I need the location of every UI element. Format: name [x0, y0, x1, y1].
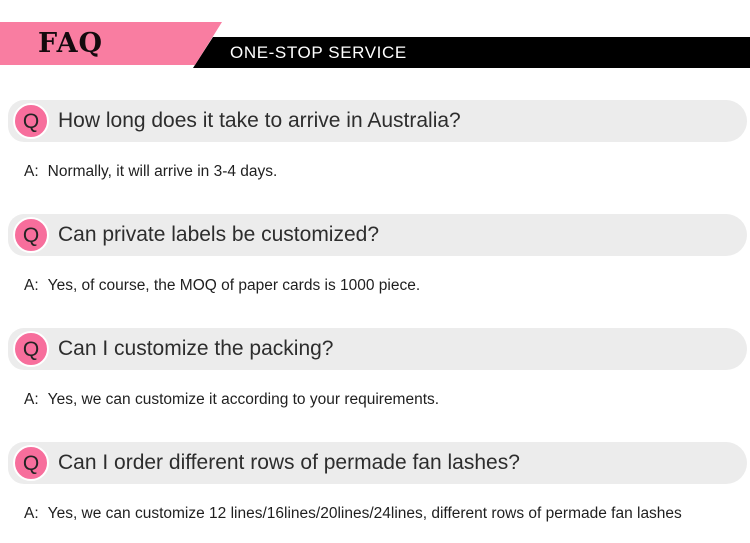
answer-text: Yes, we can customize it according to yo…: [47, 391, 440, 408]
question-badge: Q: [13, 445, 49, 481]
question-bar: Q How long does it take to arrive in Aus…: [8, 100, 747, 142]
question-text: Can I order different rows of permade fa…: [58, 451, 520, 474]
answer-row: A: Yes, we can customize 12 lines/16lines…: [24, 504, 750, 523]
page-header: FAQ ONE-STOP SERVICE: [0, 0, 750, 68]
answer-text: Yes, we can customize 12 lines/16lines/2…: [47, 505, 682, 522]
answer-row: A: Yes, we can customize it according to …: [24, 390, 750, 409]
faq-item-4: Q Can I order different rows of permade …: [0, 442, 750, 523]
service-banner: ONE-STOP SERVICE: [193, 37, 750, 68]
question-bar: Q Can I customize the packing?: [8, 328, 747, 370]
answer-prefix: A:: [24, 505, 39, 522]
faq-ribbon: FAQ: [0, 22, 222, 65]
answer-text: Normally, it will arrive in 3-4 days.: [47, 163, 278, 180]
answer-prefix: A:: [24, 277, 39, 294]
question-text: Can private labels be customized?: [58, 223, 380, 246]
faq-item-2: Q Can private labels be customized? A: Ye…: [0, 214, 750, 295]
faq-item-1: Q How long does it take to arrive in Aus…: [0, 100, 750, 181]
faq-list: Q How long does it take to arrive in Aus…: [0, 100, 750, 523]
question-bar: Q Can I order different rows of permade …: [8, 442, 747, 484]
question-badge: Q: [13, 331, 49, 367]
answer-row: A: Normally, it will arrive in 3-4 days.: [24, 162, 750, 181]
question-badge: Q: [13, 103, 49, 139]
faq-title: FAQ: [38, 28, 104, 59]
answer-row: A: Yes, of course, the MOQ of paper cards…: [24, 276, 750, 295]
question-text: Can I customize the packing?: [58, 337, 334, 360]
faq-item-3: Q Can I customize the packing? A: Yes, we…: [0, 328, 750, 409]
question-bar: Q Can private labels be customized?: [8, 214, 747, 256]
question-badge: Q: [13, 217, 49, 253]
answer-text: Yes, of course, the MOQ of paper cards i…: [47, 277, 421, 294]
service-banner-text: ONE-STOP SERVICE: [230, 43, 407, 62]
question-text: How long does it take to arrive in Austr…: [58, 109, 461, 132]
answer-prefix: A:: [24, 163, 39, 180]
answer-prefix: A:: [24, 391, 39, 408]
